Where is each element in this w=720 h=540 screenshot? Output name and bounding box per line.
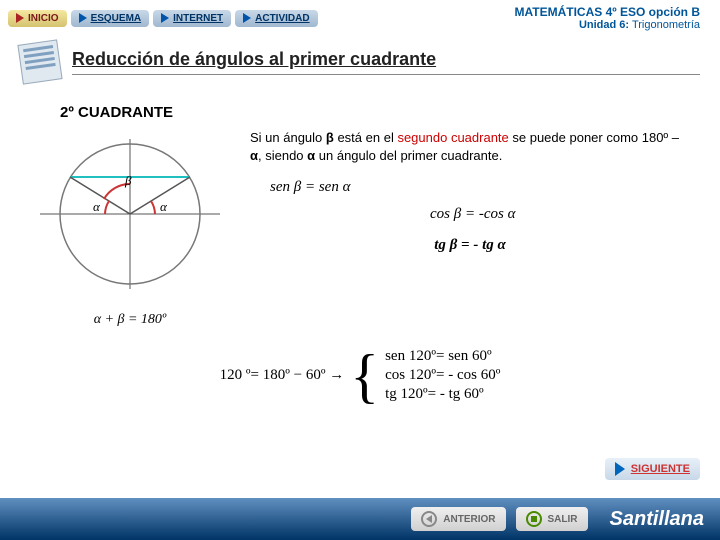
svg-text:α: α: [93, 199, 101, 214]
unit-circle-diagram: α α β α + β = 180º: [30, 129, 230, 328]
formula-cos: cos β = -cos α: [430, 204, 690, 225]
stop-icon: [526, 511, 542, 527]
brace-icon: {: [350, 352, 379, 400]
unit-name: Trigonometría: [632, 19, 700, 31]
salir-button[interactable]: SALIR: [516, 507, 588, 531]
example-r1: sen 120º= sen 60º: [385, 348, 500, 365]
siguiente-label: SIGUIENTE: [631, 463, 690, 475]
example-r3: tg 120º= - tg 60º: [385, 386, 500, 403]
salir-label: SALIR: [548, 514, 578, 525]
actividad-label: ACTIVIDAD: [255, 13, 309, 24]
actividad-button[interactable]: ACTIVIDAD: [235, 10, 317, 27]
formula-tg: tg β = - tg α: [250, 235, 690, 256]
brand-logo: Santillana: [610, 508, 704, 531]
anterior-button[interactable]: ANTERIOR: [411, 507, 505, 531]
inicio-label: INICIO: [28, 13, 59, 24]
section-heading: 2º CUADRANTE: [60, 104, 690, 121]
unit-label: Unidad 6:: [579, 19, 629, 31]
body-text: Si un ángulo β está en el segundo cuadra…: [250, 129, 690, 256]
play-icon: [16, 13, 24, 23]
course-name: MATEMÁTICAS 4º ESO opción B: [515, 5, 701, 19]
unit-line: Unidad 6: Trigonometría: [515, 19, 701, 31]
formula-sen: sen β = sen α: [270, 177, 690, 198]
siguiente-button[interactable]: SIGUIENTE: [605, 458, 700, 480]
formula-block: sen β = sen α cos β = -cos α tg β = - tg…: [250, 177, 690, 256]
internet-label: INTERNET: [173, 13, 223, 24]
svg-text:β: β: [124, 173, 132, 188]
svg-text:α: α: [160, 199, 168, 214]
example-left: 120 º= 180º − 60º →: [220, 367, 345, 384]
play-icon: [615, 462, 625, 476]
play-icon: [79, 13, 87, 23]
diagram-equation: α + β = 180º: [30, 312, 230, 328]
example-r2: cos 120º= - cos 60º: [385, 367, 500, 384]
example-block: 120 º= 180º − 60º → { sen 120º= sen 60º …: [30, 348, 690, 403]
esquema-button[interactable]: ESQUEMA: [71, 10, 150, 27]
back-icon: [421, 511, 437, 527]
internet-button[interactable]: INTERNET: [153, 10, 231, 27]
page-title: Reducción de ángulos al primer cuadrante: [72, 49, 700, 75]
anterior-label: ANTERIOR: [443, 514, 495, 525]
play-icon: [161, 13, 169, 23]
page-icon: [17, 39, 62, 84]
header-info: MATEMÁTICAS 4º ESO opción B Unidad 6: Tr…: [515, 5, 713, 31]
play-icon: [243, 13, 251, 23]
esquema-label: ESQUEMA: [91, 13, 142, 24]
inicio-button[interactable]: INICIO: [8, 10, 67, 27]
